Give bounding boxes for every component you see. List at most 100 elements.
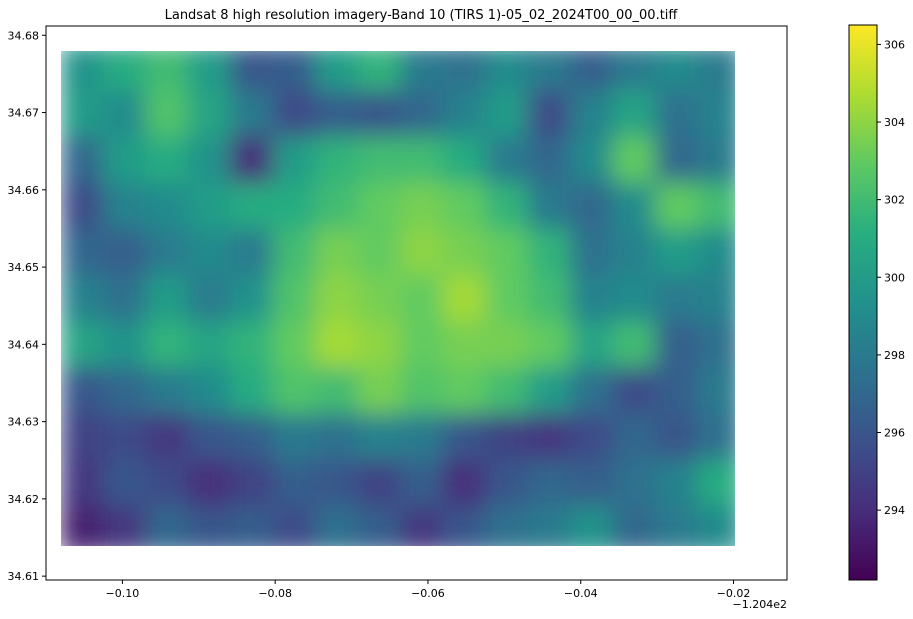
colorbar-axis: 294 296 298 300 302 304 306 xyxy=(877,38,905,517)
heatmap-cell xyxy=(61,505,105,546)
heatmap-cell xyxy=(315,275,360,324)
heatmap-cell xyxy=(570,459,615,508)
heatmap-cell xyxy=(697,90,735,139)
heatmap-cell xyxy=(612,367,658,416)
heatmap-cell xyxy=(612,321,658,370)
heatmap-cell xyxy=(570,275,615,324)
heatmap-cell xyxy=(612,228,658,278)
heatmap-cell xyxy=(570,228,615,278)
heatmap-cell xyxy=(61,136,105,185)
heatmap-cell xyxy=(187,505,233,546)
heatmap-cell xyxy=(272,459,318,508)
heatmap-cell xyxy=(442,90,488,139)
heatmap-cell xyxy=(187,321,233,370)
heatmap-cell xyxy=(400,505,445,546)
heatmap-cell xyxy=(357,275,403,324)
colorbar-gradient xyxy=(848,24,878,581)
heatmap-cell xyxy=(485,413,530,462)
heatmap-cell xyxy=(145,459,190,508)
y-tick-label: 34.66 xyxy=(8,184,40,197)
heatmap-cell xyxy=(315,182,360,231)
heatmap-cell xyxy=(315,90,360,139)
heatmap-cell xyxy=(612,505,658,546)
heatmap-cell xyxy=(697,321,735,370)
heatmap-cell xyxy=(527,275,573,324)
heatmap-cell xyxy=(442,413,488,462)
heatmap-cell xyxy=(315,505,360,546)
heatmap-cell xyxy=(102,136,148,185)
heatmap-cell xyxy=(145,413,190,462)
x-axis-offset-label: −1.204e2 xyxy=(733,598,787,611)
heatmap-cell xyxy=(697,51,735,93)
heatmap-cell xyxy=(187,228,233,278)
heatmap-cell xyxy=(61,459,105,508)
colorbar: 294 296 298 300 302 304 306 xyxy=(848,24,905,581)
heatmap-cell xyxy=(102,182,148,231)
y-tick-label: 34.62 xyxy=(8,493,40,506)
heatmap-cell xyxy=(485,275,530,324)
heatmap-cell xyxy=(272,275,318,324)
heatmap-cell xyxy=(230,228,275,278)
heatmap-cell xyxy=(357,413,403,462)
heatmap-cell xyxy=(442,228,488,278)
heatmap-cell xyxy=(485,51,530,93)
heatmap-cell xyxy=(655,505,700,546)
heatmap-cell xyxy=(61,367,105,416)
heatmap-cell xyxy=(102,321,148,370)
heatmap-cell xyxy=(527,321,573,370)
heatmap-cell xyxy=(145,90,190,139)
heatmap-cell xyxy=(442,275,488,324)
colorbar-tick-label: 306 xyxy=(884,38,905,51)
heatmap-cell xyxy=(570,321,615,370)
heatmap-cell xyxy=(61,228,105,278)
colorbar-tick-label: 302 xyxy=(884,194,905,207)
heatmap-cell xyxy=(315,367,360,416)
heatmap-cell xyxy=(315,413,360,462)
heatmap-cell xyxy=(442,367,488,416)
heatmap-cell xyxy=(612,275,658,324)
heatmap-cell xyxy=(230,459,275,508)
heatmap-cell xyxy=(400,275,445,324)
heatmap-cell xyxy=(485,136,530,185)
heatmap-cell xyxy=(357,136,403,185)
heatmap-cell xyxy=(61,413,105,462)
heatmap-cell xyxy=(145,321,190,370)
heatmap-cell xyxy=(697,367,735,416)
heatmap-cell xyxy=(527,90,573,139)
heatmap-cell xyxy=(485,367,530,416)
heatmap-image xyxy=(61,51,735,546)
heatmap-cell xyxy=(655,321,700,370)
heatmap-cell xyxy=(187,90,233,139)
heatmap-cell xyxy=(315,321,360,370)
heatmap-cell xyxy=(61,90,105,139)
heatmap-cell xyxy=(230,90,275,139)
heatmap-cell xyxy=(145,136,190,185)
heatmap-cell xyxy=(612,413,658,462)
heatmap-cell xyxy=(61,321,105,370)
heatmap-cell xyxy=(315,228,360,278)
heatmap-cell xyxy=(357,90,403,139)
heatmap-cell xyxy=(61,51,105,93)
heatmap-cell xyxy=(442,505,488,546)
heatmap-cell xyxy=(442,321,488,370)
heatmap-cell xyxy=(145,505,190,546)
heatmap-cell xyxy=(145,51,190,93)
y-tick-label: 34.65 xyxy=(8,261,40,274)
heatmap-cell xyxy=(357,228,403,278)
heatmap-cell xyxy=(655,136,700,185)
heatmap-cell xyxy=(187,51,233,93)
x-tick-label: −0.08 xyxy=(258,587,292,600)
heatmap-cell xyxy=(187,459,233,508)
heatmap-cell xyxy=(570,136,615,185)
heatmap-cell xyxy=(527,459,573,508)
colorbar-tick-label: 296 xyxy=(884,427,905,440)
heatmap-cell xyxy=(357,321,403,370)
heatmap-cell xyxy=(102,413,148,462)
heatmap-cell xyxy=(187,275,233,324)
chart-title: Landsat 8 high resolution imagery-Band 1… xyxy=(165,8,679,23)
heatmap-cell xyxy=(61,275,105,324)
heatmap-cell xyxy=(697,275,735,324)
heatmap-cell xyxy=(570,505,615,546)
heatmap-cell xyxy=(527,51,573,93)
